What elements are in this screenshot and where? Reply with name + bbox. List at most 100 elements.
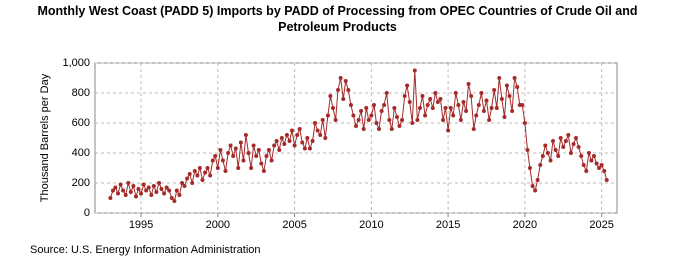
data-point bbox=[502, 115, 507, 119]
data-point bbox=[287, 139, 292, 143]
data-point bbox=[581, 163, 586, 167]
data-point bbox=[481, 109, 486, 113]
data-point bbox=[231, 154, 236, 158]
data-point bbox=[292, 143, 297, 148]
data-point bbox=[533, 188, 538, 193]
plot-frame bbox=[94, 62, 618, 214]
data-point bbox=[200, 178, 205, 182]
data-point bbox=[118, 182, 123, 187]
data-point bbox=[341, 97, 346, 101]
data-point bbox=[566, 133, 571, 137]
data-point bbox=[274, 139, 279, 143]
data-point bbox=[438, 97, 443, 101]
data-point bbox=[185, 176, 190, 181]
data-point bbox=[123, 193, 128, 197]
data-point bbox=[116, 191, 121, 196]
data-point bbox=[589, 158, 594, 163]
data-point bbox=[320, 118, 325, 122]
data-point bbox=[172, 199, 177, 203]
data-point bbox=[430, 106, 435, 110]
x-tick-label: 2020 bbox=[513, 219, 537, 231]
data-point bbox=[157, 181, 162, 185]
data-point bbox=[228, 143, 233, 148]
data-point bbox=[374, 121, 379, 125]
data-point bbox=[110, 188, 115, 193]
y-tick-label: 200 bbox=[72, 177, 90, 189]
data-point bbox=[545, 151, 550, 155]
data-point bbox=[366, 118, 371, 122]
data-point bbox=[594, 161, 599, 166]
data-point bbox=[520, 103, 525, 107]
data-point bbox=[407, 100, 412, 104]
data-point bbox=[412, 68, 417, 73]
data-point bbox=[113, 185, 118, 190]
data-point bbox=[297, 127, 302, 131]
data-point bbox=[591, 154, 596, 158]
data-point bbox=[461, 100, 466, 104]
data-point bbox=[387, 118, 392, 122]
data-point bbox=[218, 148, 223, 152]
data-point bbox=[494, 106, 499, 110]
data-point bbox=[568, 151, 573, 155]
data-point bbox=[525, 148, 530, 152]
data-point bbox=[359, 109, 364, 113]
data-point bbox=[448, 106, 453, 110]
data-point bbox=[433, 91, 438, 95]
data-point bbox=[126, 181, 131, 185]
data-point bbox=[169, 196, 174, 200]
data-point bbox=[584, 169, 589, 173]
data-point bbox=[527, 166, 532, 170]
data-point bbox=[576, 145, 581, 149]
y-tick-label: 800 bbox=[72, 87, 90, 99]
data-point bbox=[441, 118, 446, 122]
data-point bbox=[479, 91, 484, 95]
data-point bbox=[266, 148, 271, 152]
data-point bbox=[167, 188, 172, 193]
data-point bbox=[139, 191, 144, 196]
data-point bbox=[456, 103, 461, 107]
data-point bbox=[133, 194, 138, 199]
data-point bbox=[535, 178, 540, 182]
data-point bbox=[307, 146, 312, 151]
data-point bbox=[164, 185, 169, 190]
data-point bbox=[333, 118, 338, 122]
data-point bbox=[233, 146, 238, 151]
data-point bbox=[141, 182, 146, 187]
data-point bbox=[420, 94, 425, 98]
data-point bbox=[548, 158, 553, 163]
data-point bbox=[499, 97, 504, 101]
x-tick-label: 2005 bbox=[282, 219, 306, 231]
data-point bbox=[382, 103, 387, 107]
data-point bbox=[553, 148, 558, 152]
data-point bbox=[243, 133, 248, 137]
data-point bbox=[136, 187, 141, 191]
data-point bbox=[497, 76, 502, 80]
data-point bbox=[313, 121, 318, 125]
data-point bbox=[487, 118, 492, 122]
x-tick-label: 1995 bbox=[129, 219, 153, 231]
data-point bbox=[315, 128, 320, 133]
data-point bbox=[323, 136, 328, 140]
data-point bbox=[192, 169, 197, 173]
data-point bbox=[425, 103, 430, 107]
data-point bbox=[346, 88, 351, 92]
data-point bbox=[282, 142, 287, 146]
data-point bbox=[543, 143, 548, 148]
data-point bbox=[571, 142, 576, 146]
data-point bbox=[279, 136, 284, 140]
data-point bbox=[256, 148, 261, 152]
data-point bbox=[392, 106, 397, 110]
data-point bbox=[203, 170, 208, 175]
data-point bbox=[361, 127, 366, 131]
data-point bbox=[492, 88, 497, 92]
data-point bbox=[238, 140, 243, 145]
data-point bbox=[174, 188, 179, 193]
data-point bbox=[336, 88, 341, 92]
data-point bbox=[348, 103, 353, 107]
data-point bbox=[423, 113, 428, 118]
data-point bbox=[428, 97, 433, 101]
data-point bbox=[561, 145, 566, 149]
data-point bbox=[522, 121, 527, 125]
data-point bbox=[474, 113, 479, 118]
